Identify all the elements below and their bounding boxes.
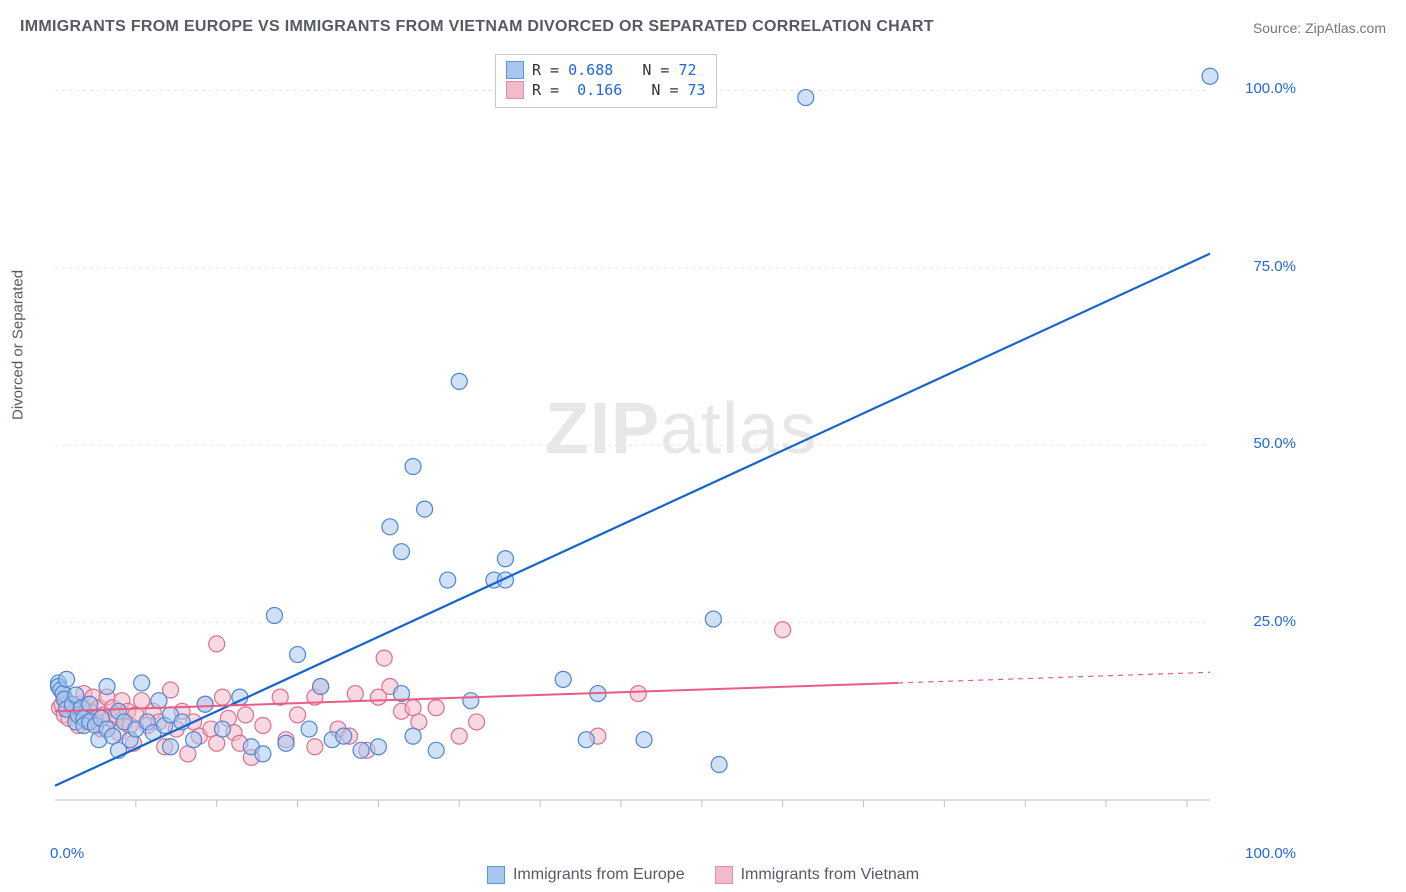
legend-swatch	[487, 866, 505, 884]
legend-N-vietnam: 73	[688, 81, 706, 99]
legend-R-label: R =	[532, 81, 559, 99]
chart-title: IMMIGRANTS FROM EUROPE VS IMMIGRANTS FRO…	[20, 18, 934, 36]
legend-item: Immigrants from Vietnam	[715, 866, 919, 884]
y-tick-label: 50.0%	[1253, 435, 1296, 452]
x-axis-min-label: 0.0%	[50, 845, 84, 862]
legend-swatch-vietnam	[506, 81, 524, 99]
y-tick-label: 75.0%	[1253, 258, 1296, 275]
legend-item: Immigrants from Europe	[487, 866, 685, 884]
legend-N-europe: 72	[679, 61, 697, 79]
legend-swatch	[715, 866, 733, 884]
legend-N-label: N =	[651, 81, 678, 99]
legend-N-label: N =	[642, 61, 669, 79]
source-prefix: Source:	[1253, 20, 1305, 36]
y-axis-label: Divorced or Separated	[10, 270, 27, 420]
legend-swatch-europe	[506, 61, 524, 79]
correlation-legend: R = 0.688 N = 72 R = 0.166 N = 73	[495, 54, 717, 108]
y-tick-label: 100.0%	[1245, 80, 1296, 97]
legend-row-europe: R = 0.688 N = 72	[506, 61, 706, 79]
series-legend: Immigrants from Europe Immigrants from Vi…	[0, 866, 1406, 884]
legend-R-label: R =	[532, 61, 559, 79]
x-axis-max-label: 100.0%	[1245, 845, 1296, 862]
legend-R-vietnam: 0.166	[577, 81, 622, 99]
scatter-plot	[50, 50, 1300, 840]
source-link[interactable]: ZipAtlas.com	[1305, 20, 1386, 36]
y-tick-label: 25.0%	[1253, 613, 1296, 630]
source-attribution: Source: ZipAtlas.com	[1253, 20, 1386, 36]
legend-row-vietnam: R = 0.166 N = 73	[506, 81, 706, 99]
legend-R-europe: 0.688	[568, 61, 613, 79]
legend-label: Immigrants from Vietnam	[741, 866, 919, 884]
legend-label: Immigrants from Europe	[513, 866, 685, 884]
